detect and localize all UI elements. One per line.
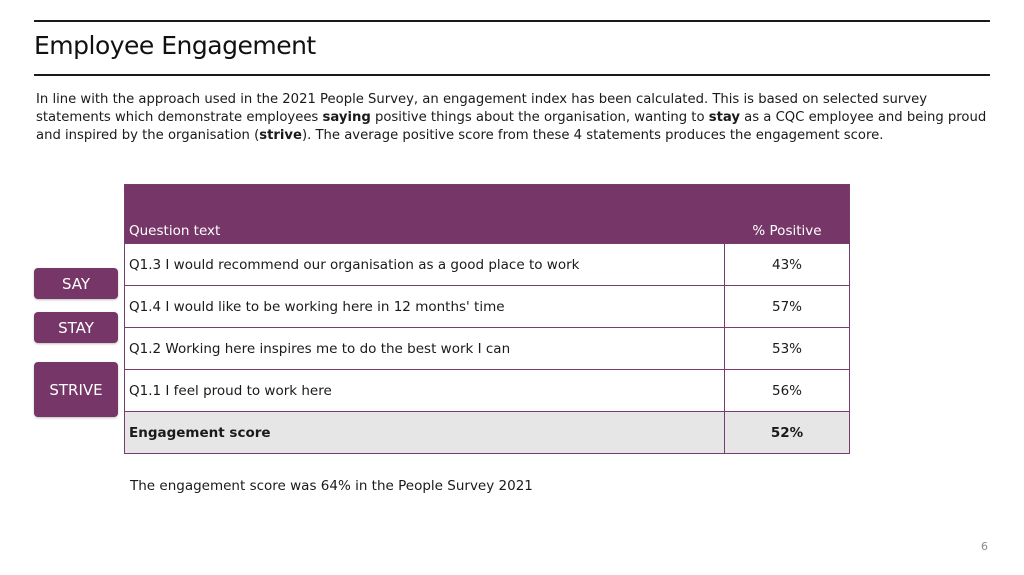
page-title: Employee Engagement <box>34 31 316 60</box>
positive-cell: 57% <box>771 298 802 315</box>
engagement-table: Question text % Positive Q1.3 I would re… <box>124 184 850 454</box>
intro-text-4: ). The average positive score from these… <box>301 128 884 143</box>
say-tag: SAY <box>34 268 118 299</box>
question-cell: Q1.2 Working here inspires me to do the … <box>125 328 725 369</box>
table-row: Q1.2 Working here inspires me to do the … <box>125 327 849 369</box>
intro-paragraph: In line with the approach used in the 20… <box>36 91 996 145</box>
intro-text-2: positive things about the organisation, … <box>370 110 709 125</box>
table-row: Q1.4 I would like to be working here in … <box>125 285 849 327</box>
top-rule <box>34 20 990 22</box>
header-percent-positive: % Positive <box>752 223 822 239</box>
intro-bold-strive: strive <box>259 128 302 143</box>
strive-tag: STRIVE <box>34 362 118 417</box>
question-cell: Q1.3 I would recommend our organisation … <box>125 244 725 285</box>
positive-cell: 53% <box>771 340 802 357</box>
engagement-score-value: 52% <box>770 424 804 441</box>
intro-text-1: In line with the approach used in the 20… <box>36 92 928 125</box>
intro-bold-saying: saying <box>322 110 371 125</box>
stay-tag: STAY <box>34 312 118 343</box>
positive-cell: 43% <box>771 256 802 273</box>
table-row: Q1.1 I feel proud to work here 56% <box>125 369 849 411</box>
page-number: 6 <box>981 540 988 553</box>
intro-text-3: as a CQC employee and being proud and in… <box>36 110 987 143</box>
table-row: Q1.3 I would recommend our organisation … <box>125 243 849 285</box>
header-question-text: Question text <box>129 223 221 239</box>
question-cell: Q1.1 I feel proud to work here <box>125 370 725 411</box>
intro-bold-stay: stay <box>708 110 740 125</box>
engagement-score-label: Engagement score <box>125 412 725 453</box>
positive-cell: 56% <box>771 382 802 399</box>
footnote: The engagement score was 64% in the Peop… <box>130 478 533 494</box>
question-cell: Q1.4 I would like to be working here in … <box>125 286 725 327</box>
table-header: Question text % Positive <box>125 185 849 243</box>
engagement-score-row: Engagement score 52% <box>125 411 849 453</box>
title-underline <box>34 74 990 76</box>
